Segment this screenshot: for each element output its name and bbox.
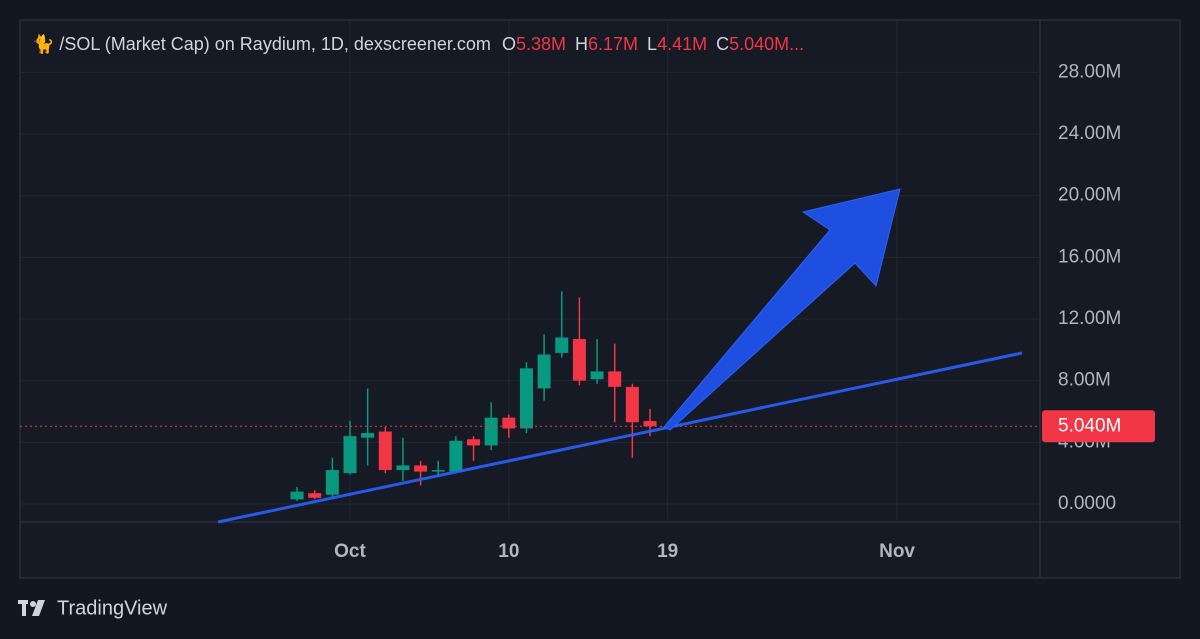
y-tick-label: 28.00M — [1058, 61, 1121, 82]
candle-body — [467, 439, 481, 446]
brand-name: TradingView — [57, 597, 168, 619]
axes: 0.00004.00M8.00M12.00M16.00M20.00M24.00M… — [334, 61, 1155, 562]
candle-body — [484, 417, 498, 446]
candle-body — [449, 440, 463, 472]
ohlc-value: 4.41M — [657, 34, 707, 54]
candle-body — [537, 354, 551, 389]
ohlc-value: 5.040M... — [729, 34, 804, 54]
ohlc-label: L — [647, 34, 657, 54]
y-tick-label: 8.00M — [1058, 370, 1111, 391]
ohlc-value: 5.38M — [516, 34, 566, 54]
x-tick-label: Nov — [879, 541, 915, 562]
chart-frame — [19, 19, 1181, 579]
y-tick-label: 24.00M — [1058, 123, 1121, 144]
candle-body — [396, 465, 410, 471]
last-price-box — [1042, 410, 1155, 443]
candle-body — [608, 371, 622, 387]
last-price-label: 5.040M — [1058, 415, 1121, 436]
candle-body — [431, 470, 445, 472]
chart-title: 🐈 /SOL (Market Cap) on Raydium, 1D, dexs… — [32, 33, 491, 54]
candle-body — [572, 339, 586, 381]
chart-header: 🐈 /SOL (Market Cap) on Raydium, 1D, dexs… — [32, 33, 804, 54]
brand-logo — [18, 600, 45, 616]
ohlc-value: 6.17M — [588, 34, 638, 54]
trend-line — [217, 351, 1023, 524]
candle-body — [361, 433, 375, 438]
logo-part — [30, 601, 36, 607]
candle-body — [325, 470, 339, 495]
candle-body — [555, 337, 569, 353]
candle-body — [625, 386, 639, 423]
y-tick-label: 16.00M — [1058, 246, 1121, 267]
ohlc-label: H — [575, 34, 588, 54]
candle-body — [343, 436, 357, 474]
ohlc-label: O — [502, 34, 516, 54]
y-tick-label: 20.00M — [1058, 185, 1121, 206]
x-tick-label: Oct — [334, 541, 366, 562]
candle-body — [502, 417, 516, 429]
y-tick-label: 12.00M — [1058, 308, 1121, 329]
candle-body — [308, 493, 322, 498]
candle-body — [590, 371, 604, 380]
y-tick-label: 0.0000 — [1058, 493, 1116, 514]
candle-body — [290, 491, 304, 500]
candle-body — [378, 431, 392, 471]
candle-body — [643, 421, 657, 427]
x-tick-label: 19 — [657, 541, 678, 562]
arrow-annotation — [663, 188, 901, 431]
logo-part — [32, 600, 45, 616]
logo-part — [22, 600, 26, 616]
x-tick-label: 10 — [498, 541, 519, 562]
candle-body — [414, 465, 428, 472]
candles — [20, 291, 1040, 501]
ohlc-label: C — [716, 34, 729, 54]
candle-body — [519, 368, 533, 429]
